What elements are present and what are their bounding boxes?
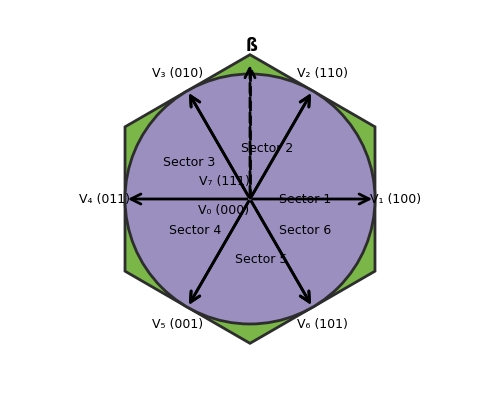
Text: V₇ (111): V₇ (111) <box>198 175 250 188</box>
Text: V₄ (011): V₄ (011) <box>80 193 130 205</box>
Text: V₆ (101): V₆ (101) <box>297 318 348 331</box>
Text: V₂ (110): V₂ (110) <box>297 67 348 80</box>
Text: Sector 3: Sector 3 <box>164 156 216 170</box>
Text: Sector 4: Sector 4 <box>169 224 222 237</box>
Text: ß: ß <box>246 37 258 55</box>
Text: Sector 1: Sector 1 <box>278 193 331 205</box>
Text: V₀ (000): V₀ (000) <box>198 204 250 217</box>
Circle shape <box>125 74 375 324</box>
Polygon shape <box>125 55 375 343</box>
Text: V₅ (001): V₅ (001) <box>152 318 203 331</box>
Text: Sector 5: Sector 5 <box>236 253 288 266</box>
Text: Sector 2: Sector 2 <box>241 142 294 155</box>
Text: Sector 6: Sector 6 <box>278 224 331 237</box>
Text: V₁ (100): V₁ (100) <box>370 193 421 205</box>
Text: V₃ (010): V₃ (010) <box>152 67 203 80</box>
